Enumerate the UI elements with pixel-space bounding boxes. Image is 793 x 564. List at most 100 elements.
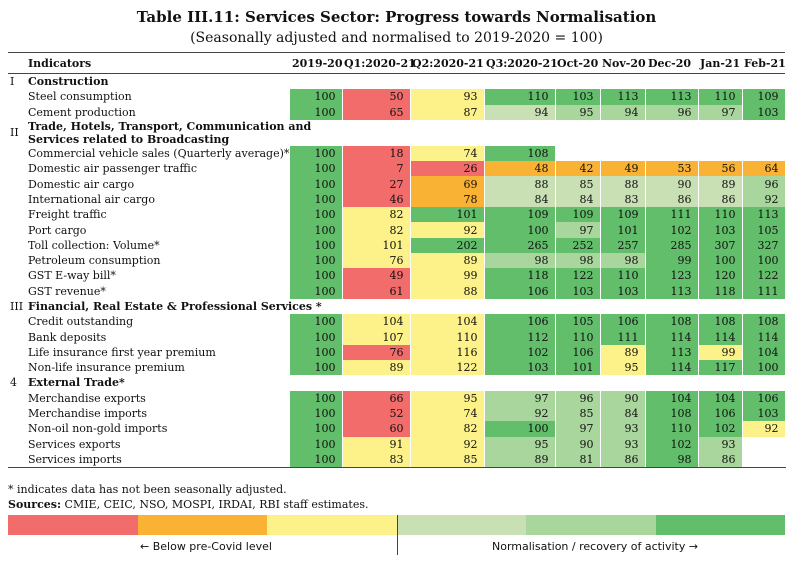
value-cell: 307 (698, 237, 743, 253)
header-cell: Q1:2020-21 (342, 52, 416, 74)
value-cell: 98 (600, 252, 646, 269)
empty-cell (8, 391, 26, 406)
value-cell: 103 (484, 360, 556, 376)
value-cell: 84 (555, 191, 601, 208)
empty-cell (8, 329, 26, 344)
value-cell: 102 (484, 344, 556, 361)
value-cell: 103 (698, 222, 743, 238)
value-cell (742, 451, 786, 469)
value-cell: 92 (742, 421, 786, 437)
value-cell: 93 (698, 436, 743, 452)
table-row: Petroleum consumption 100 76 89 98 98 98 99 100 1… (8, 252, 786, 269)
value-cell: 110 (600, 268, 646, 284)
header-cell: Dec-20 (645, 52, 698, 74)
value-cell: 83 (342, 451, 411, 469)
value-cell: 89 (698, 176, 743, 192)
row-label: Merchandise imports (28, 407, 148, 421)
value-cell: 86 (645, 191, 699, 208)
value-cell: 48 (484, 161, 556, 177)
row-label: Non-oil non-gold imports (28, 422, 168, 436)
header-cell: 2019-20 (290, 52, 343, 74)
value-cell: 103 (742, 405, 786, 422)
empty-cell (8, 437, 26, 452)
row-label: Domestic air passenger traffic (28, 162, 197, 176)
value-cell: 96 (555, 390, 601, 406)
value-cell: 100 (484, 222, 556, 238)
value-cell: 87 (410, 104, 485, 120)
table-row: Non-oil non-gold imports 100 60 82 100 97 93 11… (8, 421, 786, 437)
value-cell: 113 (645, 283, 699, 299)
value-cell: 106 (484, 314, 556, 330)
value-cell: 100 (698, 252, 743, 269)
value-cell: 110 (698, 207, 743, 223)
value-cell: 122 (410, 360, 485, 376)
empty-cell (8, 268, 26, 283)
table-row: Commercial vehicle sales (Quarterly aver… (8, 145, 786, 162)
value-cell: 95 (410, 390, 485, 406)
value-cell: 123 (645, 268, 699, 284)
value-cell: 90 (600, 390, 646, 406)
value-cell: 95 (555, 104, 601, 120)
section-label: Trade, Hotels, Transport, Communication … (28, 119, 312, 146)
value-cell: 97 (555, 421, 601, 437)
value-cell: 76 (342, 252, 411, 269)
row-label: GST revenue* (28, 284, 106, 298)
row-label: Commercial vehicle sales (Quarterly aver… (28, 147, 290, 161)
value-cell: 100 (290, 314, 343, 330)
value-cell: 108 (484, 145, 556, 162)
header-cell: Feb-21 (742, 52, 786, 74)
value-cell: 82 (342, 207, 411, 223)
value-cell: 265 (484, 237, 556, 253)
value-cell: 109 (742, 89, 786, 105)
table-row: III Financial, Real Estate & Professional… (8, 299, 785, 314)
value-cell: 97 (698, 104, 743, 120)
value-cell: 90 (555, 436, 601, 452)
value-cell: 100 (290, 344, 343, 361)
table-row: GST revenue* 100 61 88 106 103 103 113 118 111 (8, 283, 786, 299)
empty-cell (8, 146, 26, 161)
value-cell: 100 (290, 252, 343, 269)
value-cell: 252 (555, 237, 601, 253)
value-cell: 81 (555, 451, 601, 469)
value-cell: 98 (484, 252, 556, 269)
empty-cell (342, 120, 785, 146)
value-cell: 100 (290, 222, 343, 238)
table-row: Domestic air cargo 100 27 69 88 85 88 90 89 96 (8, 176, 786, 192)
value-cell: 89 (484, 451, 556, 469)
value-cell: 111 (600, 329, 646, 345)
value-cell: 46 (342, 191, 411, 208)
table-row: II Trade, Hotels, Transport, Communicatio… (8, 120, 785, 146)
value-cell: 110 (555, 329, 601, 345)
table-row: Toll collection: Volume* 100 101 202 265 252 2… (8, 237, 786, 253)
value-cell: 92 (410, 436, 485, 452)
value-cell: 56 (698, 161, 743, 177)
value-cell: 102 (698, 421, 743, 437)
table-row: Life insurance first year premium 100 76 11… (8, 344, 786, 361)
value-cell: 100 (484, 421, 556, 437)
value-cell: 53 (645, 161, 699, 177)
value-cell: 110 (645, 421, 699, 437)
value-cell: 110 (484, 89, 556, 105)
value-cell: 90 (645, 176, 699, 192)
value-cell: 100 (742, 360, 786, 376)
row-label: Steel consumption (28, 90, 132, 104)
empty-cell (8, 314, 26, 329)
value-cell: 100 (290, 268, 343, 284)
value-cell: 98 (555, 252, 601, 269)
value-cell: 18 (342, 145, 411, 162)
value-cell: 106 (742, 390, 786, 406)
value-cell: 95 (484, 436, 556, 452)
value-cell: 109 (484, 207, 556, 223)
value-cell: 110 (410, 329, 485, 345)
empty-cell (342, 74, 785, 90)
value-cell: 112 (484, 329, 556, 345)
value-cell: 89 (410, 252, 485, 269)
value-cell (698, 145, 743, 162)
value-cell: 91 (342, 436, 411, 452)
value-cell: 84 (600, 405, 646, 422)
empty-cell (8, 207, 26, 222)
row-label: Non-life insurance premium (28, 361, 185, 375)
value-cell: 88 (484, 176, 556, 192)
header-cell (8, 52, 26, 74)
value-cell: 101 (600, 222, 646, 238)
